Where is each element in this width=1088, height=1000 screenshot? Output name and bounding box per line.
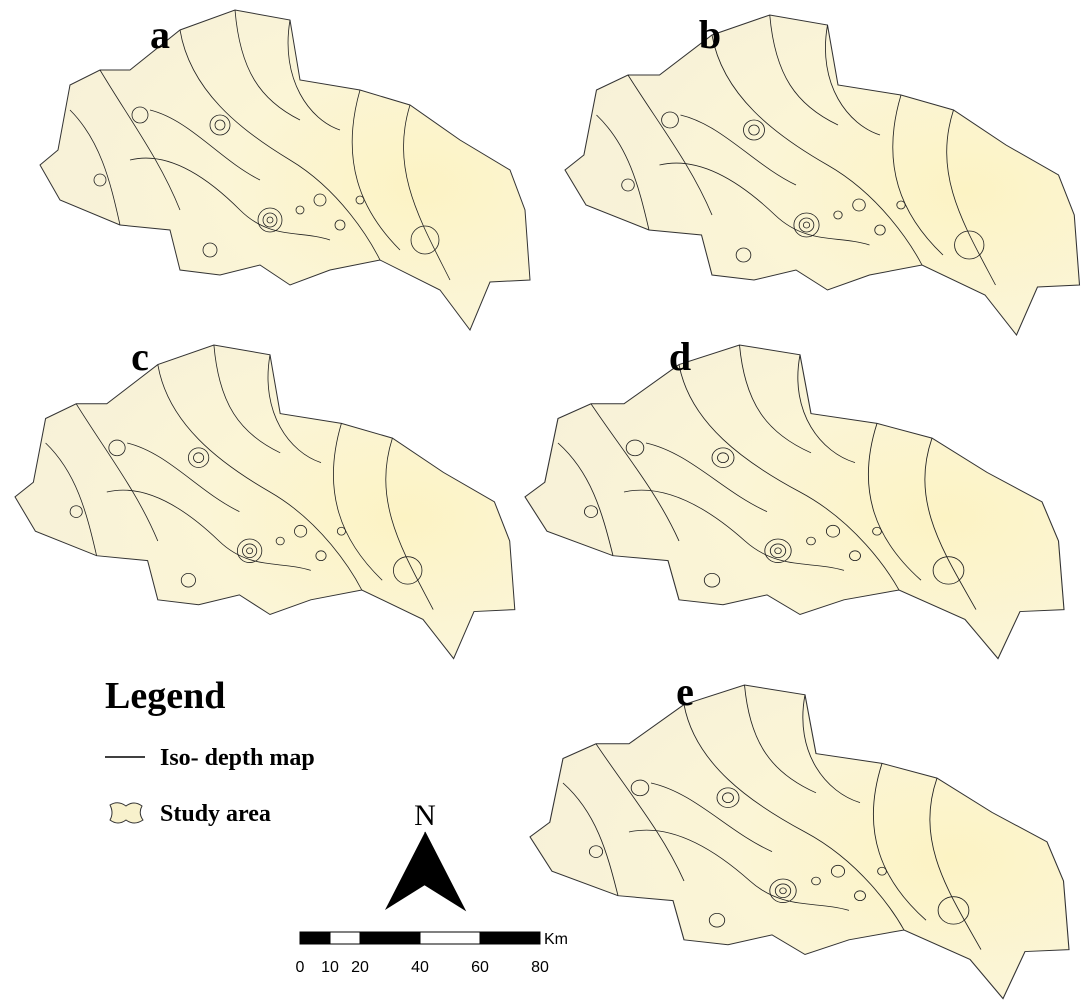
panel-label: a: [150, 12, 170, 57]
scale-segment: [330, 932, 360, 944]
scale-segment: [300, 932, 330, 944]
scale-unit: Km: [544, 931, 568, 948]
scale-tick-label: 20: [351, 959, 369, 976]
north-arrow: [385, 832, 425, 910]
legend-item: Study area: [160, 801, 271, 827]
figure: a b c d e Legend Iso- depth map Study area N…: [0, 0, 1088, 1000]
scale-tick-label: 0: [296, 959, 305, 976]
study-area-map: [565, 15, 1080, 335]
study-area-map: [530, 685, 1069, 999]
scale-tick-label: 80: [531, 959, 549, 976]
study-area-map: [15, 345, 515, 659]
scale-bar: 0 10 20 40 60 80 Km: [296, 931, 568, 976]
scale-tick-label: 60: [471, 959, 489, 976]
study-area-map: [40, 10, 530, 330]
legend-title: Legend: [105, 675, 225, 717]
scale-segment: [360, 932, 420, 944]
scale-tick-label: 40: [411, 959, 429, 976]
legend-item: Iso- depth map: [160, 745, 315, 771]
panel-label: d: [669, 334, 691, 379]
scale-tick-label: 10: [321, 959, 339, 976]
panels: a b c d e: [15, 10, 1080, 999]
panel-label: c: [131, 334, 149, 379]
panel-label: b: [699, 12, 721, 57]
scale-segment: [420, 932, 480, 944]
panel-label: e: [676, 669, 694, 714]
north-label: N: [414, 799, 436, 832]
scale-segment: [480, 932, 540, 944]
north-arrow: [425, 832, 465, 910]
study-area-map: [525, 345, 1064, 659]
legend-area-icon: [110, 803, 143, 823]
